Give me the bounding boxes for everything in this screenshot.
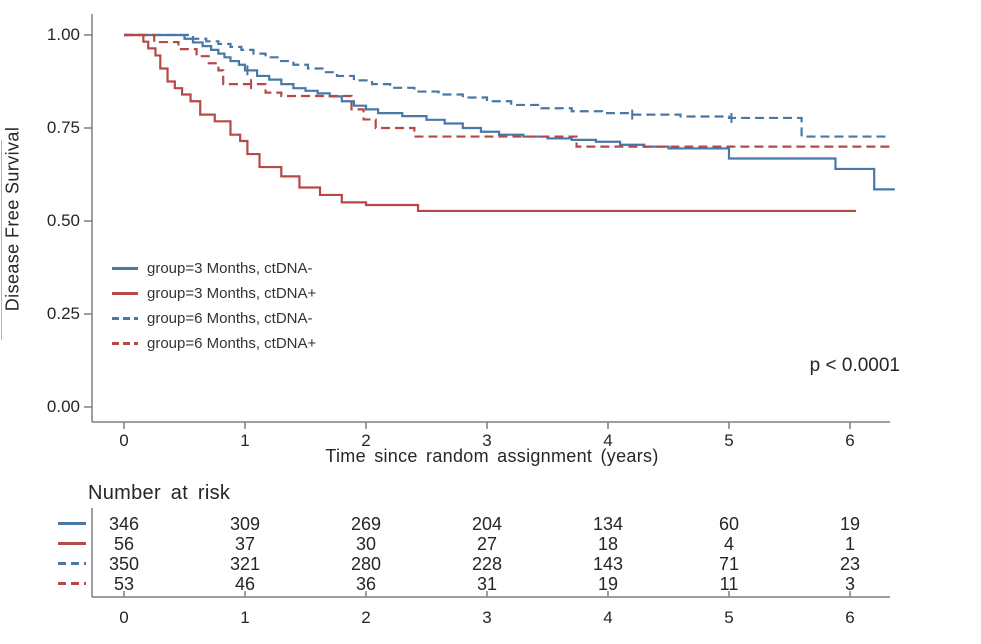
risk-count: 321: [229, 554, 261, 574]
legend-label: group=3 Months, ctDNA+: [147, 285, 317, 302]
risk-count: 346: [108, 514, 140, 534]
risk-count: 18: [597, 534, 619, 554]
legend-item: group=3 Months, ctDNA+: [112, 281, 316, 306]
legend-line-swatch-dashed: [112, 317, 138, 320]
km-curve-3: [124, 33, 893, 148]
x-tick-label: 1: [240, 431, 250, 450]
risk-row-line-swatch-dashed: [58, 582, 86, 585]
risk-count: 60: [718, 514, 740, 534]
risk-count: 280: [350, 554, 382, 574]
x-tick-label: 2: [361, 431, 371, 450]
risk-axis-tick-label: 6: [845, 608, 855, 627]
x-tick-label: 4: [603, 431, 613, 450]
risk-count: 19: [839, 514, 861, 534]
risk-count: 143: [592, 554, 624, 574]
legend-item: group=6 Months, ctDNA-: [112, 306, 316, 331]
risk-axis-tick-label: 1: [240, 608, 250, 627]
y-tick-label: 0.00: [46, 397, 80, 416]
risk-count: 19: [597, 574, 619, 594]
risk-count: 4: [723, 534, 735, 554]
legend-item: group=6 Months, ctDNA+: [112, 331, 316, 356]
x-axis-title: Time since random assignment (years): [325, 446, 659, 466]
risk-count: 23: [839, 554, 861, 574]
p-value-annotation: p < 0.0001: [809, 355, 900, 376]
legend-item: group=3 Months, ctDNA-: [112, 256, 316, 281]
risk-axis-tick-label: 0: [119, 608, 129, 627]
legend-line-swatch-dashed: [112, 342, 138, 345]
risk-row-line-swatch-solid: [58, 522, 86, 525]
risk-count: 30: [355, 534, 377, 554]
risk-count: 37: [234, 534, 256, 554]
risk-count: 309: [229, 514, 261, 534]
risk-row-line-swatch-dashed: [58, 562, 86, 565]
risk-count: 36: [355, 574, 377, 594]
x-tick-label: 6: [845, 431, 855, 450]
risk-count: 269: [350, 514, 382, 534]
risk-axis-tick-label: 5: [724, 608, 734, 627]
y-tick-label: 1.00: [46, 25, 80, 44]
risk-count: 1: [844, 534, 856, 554]
number-at-risk-title: Number at risk: [88, 482, 231, 504]
risk-row-line-swatch-solid: [58, 542, 86, 545]
x-tick-label: 5: [724, 431, 734, 450]
risk-axis-tick-label: 3: [482, 608, 492, 627]
risk-count: 31: [476, 574, 498, 594]
legend-line-swatch-solid: [112, 267, 138, 270]
risk-count: 134: [592, 514, 624, 534]
y-tick-label: 0.25: [46, 304, 80, 323]
legend-label: group=3 Months, ctDNA-: [147, 260, 313, 277]
risk-count: 350: [108, 554, 140, 574]
legend-label: group=6 Months, ctDNA+: [147, 335, 317, 352]
risk-count: 204: [471, 514, 503, 534]
risk-count: 228: [471, 554, 503, 574]
x-tick-label: 3: [482, 431, 492, 450]
km-curve-1: [124, 33, 857, 213]
risk-count: 71: [718, 554, 740, 574]
risk-axis-tick-label: 2: [361, 608, 371, 627]
legend-line-swatch-solid: [112, 292, 138, 295]
x-tick-label: 0: [119, 431, 129, 450]
risk-count: 27: [476, 534, 498, 554]
km-curve-2: [124, 33, 887, 138]
risk-count: 56: [113, 534, 135, 554]
y-tick-label: 0.50: [46, 211, 80, 230]
risk-axis-tick-label: 4: [603, 608, 613, 627]
legend-label: group=6 Months, ctDNA-: [147, 310, 313, 327]
risk-count: 53: [113, 574, 135, 594]
km-curve-0: [124, 33, 895, 191]
y-tick-label: 0.75: [46, 118, 80, 137]
legend: group=3 Months, ctDNA-group=3 Months, ct…: [112, 256, 316, 356]
risk-count: 3: [844, 574, 856, 594]
risk-count: 11: [719, 574, 739, 594]
risk-count: 46: [234, 574, 256, 594]
